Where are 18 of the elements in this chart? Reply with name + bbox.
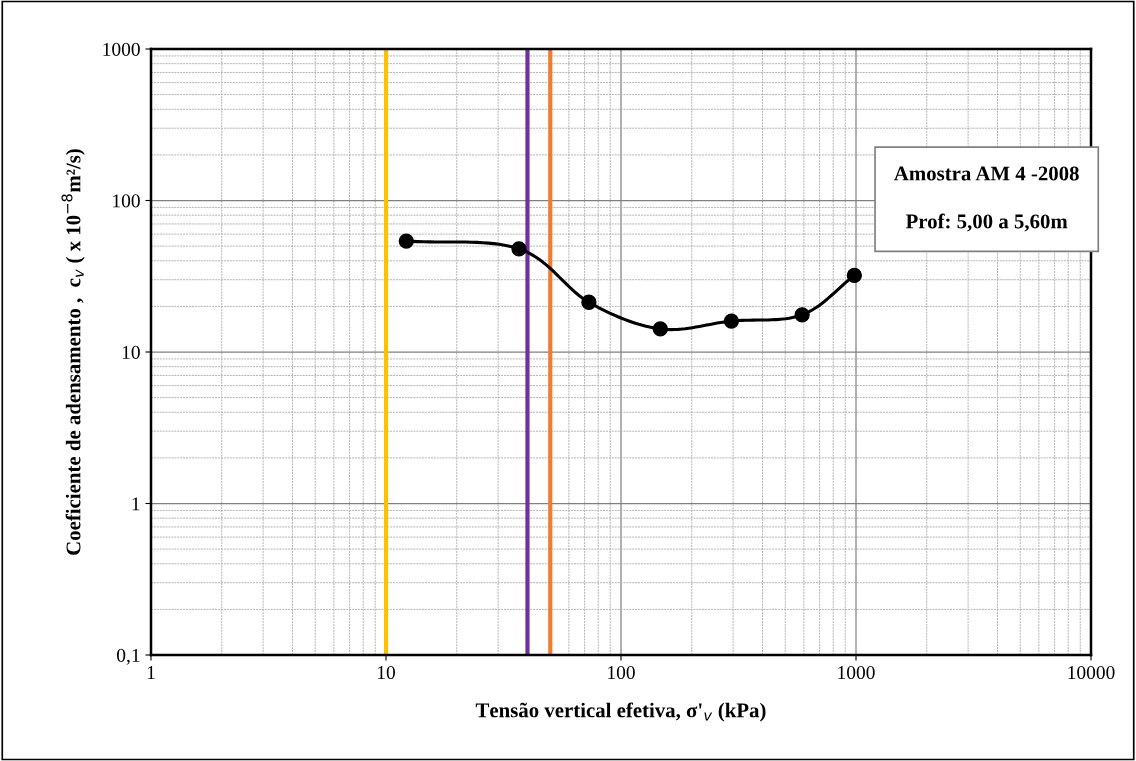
point bbox=[581, 294, 597, 310]
x-tick-label: 1000 bbox=[838, 665, 875, 680]
y-tick-label: 0,1 bbox=[117, 648, 140, 665]
x-tick-label: 10000 bbox=[1068, 665, 1115, 680]
point bbox=[511, 241, 527, 257]
y-tick-label: 10 bbox=[122, 345, 140, 359]
x-tick-label: 10 bbox=[377, 665, 395, 680]
x-tick-label: 100 bbox=[608, 665, 635, 680]
y-tick-label: 1000 bbox=[103, 42, 140, 56]
y-tick-label: 1 bbox=[132, 497, 140, 511]
point bbox=[794, 307, 810, 323]
text: Amostra AM 4 -2008 Prof: 5,00 a 5,60m bbox=[894, 166, 1079, 232]
y-axis-title: Coeficiente de adensamento , c$_{v}$ ( x 10$^{−8}$m²/s) bbox=[61, 149, 85, 555]
x-axis-title: Tensão vertical efetiva, σ'$_{v}$ (kPa) bbox=[475, 702, 766, 722]
x-tick-label: 1 bbox=[147, 666, 155, 679]
point bbox=[652, 321, 668, 337]
y-tick-label: 100 bbox=[113, 194, 140, 208]
point bbox=[723, 313, 740, 329]
